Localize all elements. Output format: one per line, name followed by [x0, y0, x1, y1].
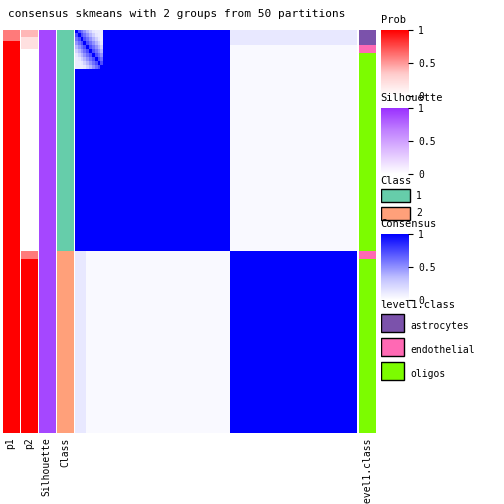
Text: consensus skmeans with 2 groups from 50 partitions: consensus skmeans with 2 groups from 50 … [8, 9, 345, 19]
Text: p1: p1 [6, 437, 16, 449]
Text: Prob: Prob [381, 15, 406, 25]
Text: Silhouette: Silhouette [381, 93, 443, 103]
Text: 1: 1 [416, 191, 422, 201]
Text: 2: 2 [416, 209, 422, 218]
Text: level1.class: level1.class [362, 437, 372, 504]
Text: oligos: oligos [410, 369, 446, 380]
Text: astrocytes: astrocytes [410, 322, 469, 332]
FancyBboxPatch shape [381, 189, 410, 203]
FancyBboxPatch shape [381, 207, 410, 220]
FancyBboxPatch shape [381, 362, 404, 380]
Text: level1.class: level1.class [381, 300, 456, 310]
Text: p2: p2 [24, 437, 34, 449]
FancyBboxPatch shape [381, 338, 404, 356]
Text: endothelial: endothelial [410, 345, 475, 355]
Text: Class: Class [381, 176, 412, 185]
Text: Silhouette: Silhouette [42, 437, 52, 496]
Text: Consensus: Consensus [381, 219, 437, 229]
FancyBboxPatch shape [381, 314, 404, 332]
Text: Class: Class [60, 437, 70, 467]
